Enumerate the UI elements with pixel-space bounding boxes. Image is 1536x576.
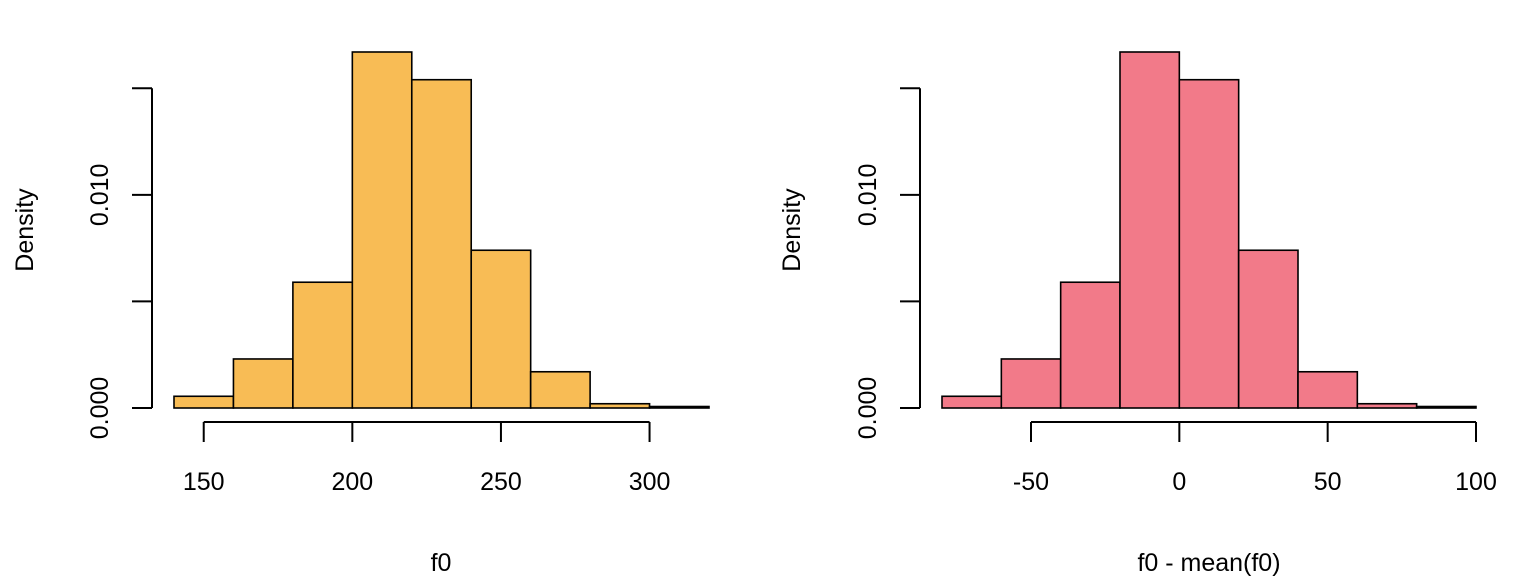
- x-axis-title: f0 - mean(f0): [1137, 549, 1280, 576]
- histogram-bar: [1000, 358, 1062, 409]
- x-tick-label: 300: [629, 468, 671, 496]
- x-tick-label: 0: [1172, 468, 1186, 496]
- histogram-bar: [292, 281, 354, 409]
- histogram-bar: [470, 249, 532, 409]
- histogram-bar: [232, 358, 294, 409]
- histogram-bar: [351, 51, 413, 409]
- x-tick-label: 150: [183, 468, 225, 496]
- histogram-bar: [1059, 281, 1121, 409]
- histogram-bar: [1119, 51, 1181, 409]
- histogram-bar: [529, 370, 591, 409]
- histogram-bar: [589, 402, 651, 409]
- x-tick-label: 200: [331, 468, 373, 496]
- histogram-bar: [1237, 249, 1299, 409]
- histogram-bar: [1356, 402, 1418, 409]
- x-tick-label: 50: [1314, 468, 1342, 496]
- f0-centered-histogram-panel: Density f0 - mean(f0) -50 0 50 100 0.000 0.01…: [778, 51, 1497, 576]
- x-axis-title: f0: [431, 549, 452, 576]
- x-tick-label: 100: [1455, 468, 1497, 496]
- y-axis-title: Density: [11, 188, 39, 272]
- y-tick-label: 0.000: [854, 377, 882, 440]
- histogram-bar: [410, 78, 473, 409]
- y-tick-label: 0.010: [854, 164, 882, 227]
- x-tick-label: 250: [480, 468, 522, 496]
- histogram-bar: [941, 395, 1003, 409]
- histogram-bar: [1297, 370, 1359, 409]
- y-tick-label: 0.000: [86, 377, 114, 440]
- histogram-bar: [173, 395, 235, 409]
- histogram-bar: [648, 405, 710, 409]
- f0-histogram-panel: Density f0 150 200 250 300 0.000 0.010: [11, 51, 710, 576]
- x-tick-label: -50: [1013, 468, 1049, 496]
- y-axis-title: Density: [778, 188, 806, 272]
- histogram-bar: [1178, 78, 1240, 409]
- histogram-bar: [1415, 405, 1477, 409]
- y-tick-label: 0.010: [86, 164, 114, 227]
